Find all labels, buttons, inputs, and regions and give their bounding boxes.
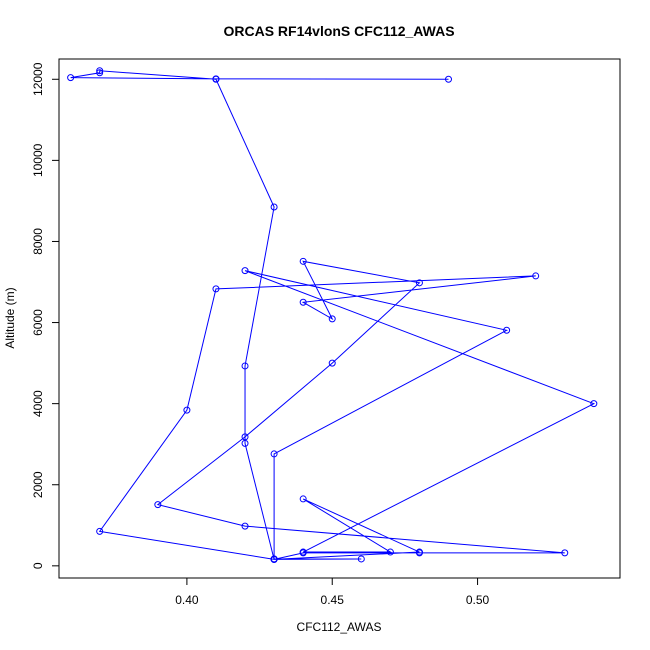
data-point [96, 69, 104, 77]
data-point [241, 433, 249, 441]
data-point [212, 75, 220, 83]
data-point [67, 74, 75, 82]
data-point [590, 400, 598, 408]
data-point [183, 406, 191, 414]
data-point [299, 548, 307, 556]
data-point [532, 272, 540, 280]
data-point [299, 298, 307, 306]
y-tick-label: 6000 [31, 309, 45, 336]
y-tick-label: 2000 [31, 471, 45, 498]
data-point [357, 555, 365, 563]
data-point [299, 495, 307, 503]
data-point [241, 267, 249, 275]
series-layer [67, 67, 598, 563]
data-point [270, 203, 278, 211]
y-tick-label: 12000 [31, 62, 45, 96]
plot-frame [58, 58, 621, 579]
data-point [503, 326, 511, 334]
series-line [70, 70, 596, 560]
y-axis-label: Altitude (m) [3, 287, 17, 348]
y-tick-label: 10000 [31, 143, 45, 177]
data-point [270, 555, 278, 563]
data-point [212, 285, 220, 293]
data-point [96, 67, 104, 75]
data-point [328, 359, 336, 367]
x-tick-label: 0.50 [466, 593, 490, 607]
data-point [299, 257, 307, 265]
y-axis: 0 2000 4000 6000 8000 10000 12000 [31, 62, 59, 569]
data-point [445, 75, 452, 83]
data-point [328, 315, 336, 323]
x-axis: 0.40 0.45 0.50 [175, 578, 490, 607]
x-tick-label: 0.40 [175, 593, 199, 607]
data-point [241, 362, 249, 370]
data-point [96, 527, 104, 535]
data-point [270, 450, 278, 458]
data-point [154, 501, 162, 509]
data-point [386, 548, 394, 556]
data-point [415, 279, 423, 287]
chart-title: ORCAS RF14vlonS CFC112_AWAS [223, 23, 454, 39]
y-tick-label: 0 [31, 562, 45, 569]
data-point [241, 522, 249, 530]
y-tick-label: 4000 [31, 390, 45, 417]
x-tick-label: 0.45 [321, 593, 345, 607]
x-axis-label: CFC112_AWAS [297, 620, 382, 634]
y-tick-label: 8000 [31, 228, 45, 255]
data-point [415, 548, 423, 556]
data-point [561, 549, 569, 557]
